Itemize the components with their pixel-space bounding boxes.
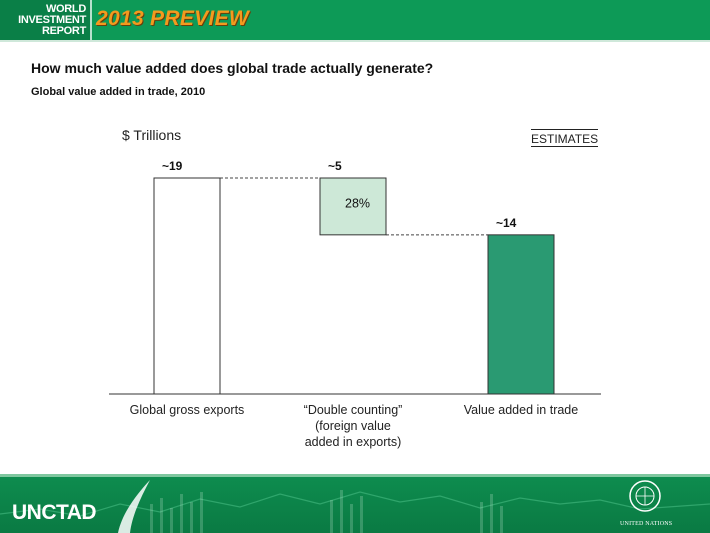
category-label-2: “Double counting” (foreign value added in … <box>273 402 433 450</box>
bar-3 <box>487 234 555 395</box>
logo-separator <box>90 0 92 40</box>
category-label-line: Global gross exports <box>129 403 245 417</box>
estimates-label: ESTIMATES <box>531 129 599 147</box>
category-label-1: Global gross exports <box>107 402 267 418</box>
footer-banner: UNCTAD UNITED NATIONS <box>0 474 710 533</box>
bar-pattern <box>150 490 503 533</box>
wir-logo: WORLD INVESTMENT REPORT <box>0 0 90 40</box>
unctad-logo: UNCTAD <box>12 501 97 524</box>
swoosh-icon <box>118 480 150 533</box>
un-label: UNITED NATIONS <box>620 521 673 527</box>
waterfall-chart: ~19 ~5 28% ~14 <box>109 159 601 395</box>
slide-subtitle: Global value added in trade, 2010 <box>31 86 206 98</box>
category-label-line: “Double counting” <box>303 403 403 417</box>
footer-topline <box>0 474 710 477</box>
slide-title: How much value added does global trade a… <box>31 60 434 76</box>
trend-line <box>0 491 710 517</box>
un-emblem-icon <box>629 480 661 512</box>
logo-line-3: REPORT <box>41 24 86 37</box>
bar-2 <box>319 177 387 236</box>
header-banner: WORLD INVESTMENT REPORT 2013 PREVIEW <box>0 0 710 40</box>
value-label-1: ~19 <box>162 159 183 173</box>
category-label-line: added in exports) <box>304 435 402 449</box>
preview-label: 2013 PREVIEW <box>96 7 249 30</box>
unit-label: $ Trillions <box>122 127 182 143</box>
category-label-line: Value added in trade <box>463 403 579 417</box>
category-label-3: Value added in trade <box>441 402 601 418</box>
value-label-3: ~14 <box>496 216 517 230</box>
value-label-2: ~5 <box>328 159 342 173</box>
logo-line-2: INVESTMENT <box>18 13 86 26</box>
inner-label-2: 28% <box>345 196 370 210</box>
logo-line-1: WORLD <box>45 2 86 15</box>
footer-decoration <box>0 480 710 533</box>
header-rule <box>0 40 710 42</box>
bar-1 <box>153 177 221 395</box>
category-label-line: (foreign value <box>315 419 391 433</box>
